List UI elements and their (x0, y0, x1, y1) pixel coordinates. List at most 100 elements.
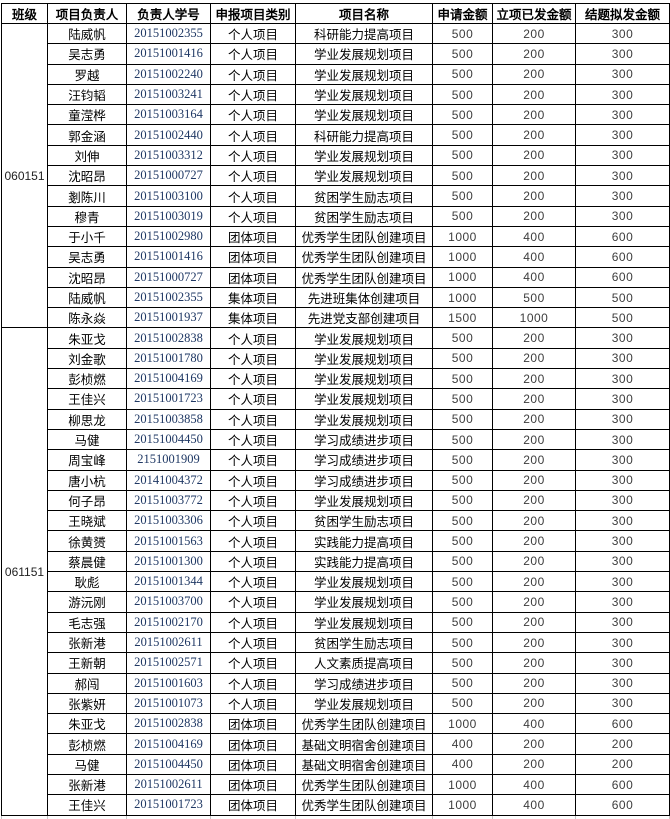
category-cell: 个人项目 (210, 408, 296, 430)
project-funding-table: 班级 项目负责人 负责人学号 申报项目类别 项目名称 申请金额 立项已发金额 结… (1, 3, 670, 819)
student-id-cell: 20151004169 (126, 368, 211, 390)
applied-amount-cell: 500 (432, 104, 493, 126)
applied-amount-cell: 500 (432, 449, 493, 471)
leader-name-cell: 童滢桦 (47, 104, 127, 126)
student-id-cell: 20151002611 (126, 773, 211, 796)
project-name-cell: 学业发展规划项目 (295, 144, 433, 167)
table-row: 张新港 20151002611 个人项目 贫困学生励志项目 500 200 300 (2, 631, 670, 654)
project-name-cell: 优秀学生团队创建项目 (295, 225, 433, 248)
category-cell: 个人项目 (210, 368, 296, 390)
empty-cell (295, 814, 433, 819)
issued-amount-cell: 200 (492, 449, 576, 471)
student-id-cell: 20151002571 (126, 652, 211, 674)
empty-cell (1, 814, 48, 819)
partial-next-row (1, 814, 670, 819)
applied-amount-cell: 500 (432, 165, 493, 187)
student-id-cell: 20151004169 (126, 733, 211, 755)
table-row: 朱亚戈 20151002838 团体项目 优秀学生团队创建项目 1000 400 600 (2, 713, 670, 735)
applied-amount-cell: 500 (432, 571, 493, 593)
table-row: 陈永焱 20151001937 集体项目 先进党支部创建项目 1500 1000 500 (2, 307, 670, 329)
project-name-cell: 贫困学生励志项目 (295, 510, 433, 532)
issued-amount-cell: 200 (492, 408, 576, 430)
student-id-cell: 20151003100 (126, 185, 211, 207)
applied-amount-cell: 500 (432, 408, 493, 430)
final-amount-cell: 300 (575, 104, 670, 126)
category-cell: 个人项目 (210, 611, 296, 633)
final-amount-cell: 600 (575, 266, 670, 288)
category-cell: 集体项目 (210, 286, 296, 309)
table-row: 马健 20151004450 个人项目 学习成绩进步项目 500 200 300 (2, 428, 670, 451)
applied-amount-cell: 500 (432, 347, 493, 370)
leader-name-cell: 张新港 (47, 773, 127, 796)
student-id-cell: 20151003019 (126, 205, 211, 227)
category-cell: 团体项目 (210, 225, 296, 248)
project-name-cell: 学习成绩进步项目 (295, 428, 433, 451)
student-id-cell: 20151001344 (126, 571, 211, 593)
student-id-cell: 20151001300 (126, 550, 211, 573)
student-id-cell: 20151001603 (126, 672, 211, 694)
student-id-cell: 20151003772 (126, 489, 211, 512)
student-id-cell: 20151002355 (126, 22, 211, 45)
leader-name-cell: 唐小杭 (47, 469, 127, 491)
project-name-cell: 学业发展规划项目 (295, 408, 433, 430)
table-row: 刘伸 20151003312 个人项目 学业发展规划项目 500 200 300 (2, 144, 670, 167)
issued-amount-cell: 200 (492, 104, 576, 126)
leader-name-cell: 王佳兴 (47, 388, 127, 410)
header-class: 班级 (1, 3, 48, 24)
category-cell: 个人项目 (210, 327, 296, 349)
applied-amount-cell: 500 (432, 510, 493, 532)
table-row: 毛志强 20151002170 个人项目 学业发展规划项目 500 200 300 (2, 611, 670, 633)
leader-name-cell: 徐黄赟 (47, 530, 127, 552)
leader-name-cell: 耿彪 (47, 571, 127, 593)
leader-name-cell: 张紫妍 (47, 692, 127, 715)
final-amount-cell: 300 (575, 408, 670, 430)
issued-amount-cell: 200 (492, 388, 576, 410)
issued-amount-cell: 200 (492, 530, 576, 552)
issued-amount-cell: 400 (492, 713, 576, 735)
table-row: 061151 朱亚戈 20151002838 个人项目 学业发展规划项目 500 200 30… (1, 327, 670, 816)
final-amount-cell: 300 (575, 530, 670, 552)
table-row: 彭桢燃 20151004169 团体项目 基础文明宿舍创建项目 400 200 200 (2, 733, 670, 755)
leader-name-cell: 王新朝 (47, 652, 127, 674)
table-row: 耿彪 20151001344 个人项目 学业发展规划项目 500 200 300 (2, 571, 670, 593)
applied-amount-cell: 500 (432, 469, 493, 491)
header-category: 申报项目类别 (210, 3, 296, 24)
category-cell: 个人项目 (210, 83, 296, 106)
final-amount-cell: 300 (575, 692, 670, 715)
project-name-cell: 学业发展规划项目 (295, 63, 433, 85)
category-cell: 个人项目 (210, 449, 296, 471)
table-row: 唐小杭 20141004372 个人项目 学习成绩进步项目 500 200 300 (2, 469, 670, 491)
project-name-cell: 学业发展规划项目 (295, 611, 433, 633)
category-cell: 个人项目 (210, 388, 296, 410)
student-id-cell: 20151003858 (126, 408, 211, 430)
table-row: 郝闯 20151001603 个人项目 学习成绩进步项目 500 200 300 (2, 672, 670, 694)
category-cell: 个人项目 (210, 144, 296, 167)
leader-name-cell: 周宝峰 (47, 449, 127, 471)
category-cell: 个人项目 (210, 63, 296, 85)
applied-amount-cell: 1000 (432, 286, 493, 309)
final-amount-cell: 300 (575, 489, 670, 512)
final-amount-cell: 500 (575, 307, 670, 329)
student-id-cell: 20151004450 (126, 753, 211, 775)
category-cell: 个人项目 (210, 43, 296, 65)
table-row: 陆威帆 20151002355 集体项目 先进班集体创建项目 1000 500 500 (2, 286, 670, 309)
applied-amount-cell: 1000 (432, 773, 493, 796)
applied-amount-cell: 500 (432, 327, 493, 349)
project-name-cell: 学业发展规划项目 (295, 571, 433, 593)
student-id-cell: 20151002980 (126, 225, 211, 248)
table-row: 彭桢燃 20151004169 个人项目 学业发展规划项目 500 200 300 (2, 368, 670, 390)
project-name-cell: 贫困学生励志项目 (295, 631, 433, 654)
final-amount-cell: 600 (575, 773, 670, 796)
category-cell: 个人项目 (210, 165, 296, 187)
header-row: 班级 项目负责人 负责人学号 申报项目类别 项目名称 申请金额 立项已发金额 结… (1, 3, 670, 24)
applied-amount-cell: 500 (432, 611, 493, 633)
final-amount-cell: 300 (575, 22, 670, 45)
header-applied-amount: 申请金额 (432, 3, 493, 24)
leader-name-cell: 彭桢燃 (47, 368, 127, 390)
applied-amount-cell: 500 (432, 591, 493, 613)
student-id-cell: 20151003306 (126, 510, 211, 532)
header-project-name: 项目名称 (295, 3, 433, 24)
project-name-cell: 学业发展规划项目 (295, 83, 433, 106)
applied-amount-cell: 1000 (432, 713, 493, 735)
student-id-cell: 2151001909 (126, 449, 211, 471)
